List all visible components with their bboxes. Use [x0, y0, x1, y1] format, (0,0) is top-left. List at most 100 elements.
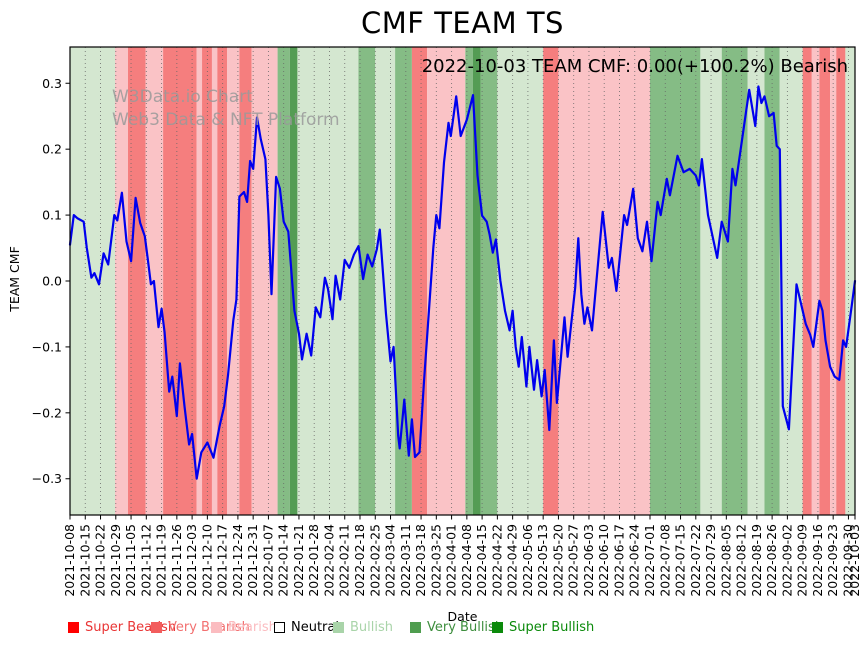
legend-swatch [274, 622, 285, 633]
sentiment-band-super_bullish [289, 47, 298, 515]
x-tick-label: 2022-05-20 [550, 524, 565, 597]
x-tick-label: 2022-01-14 [276, 524, 291, 597]
x-tick-label: 2022-05-06 [520, 524, 535, 597]
cmf-line [68, 85, 857, 480]
sentiment-band-very_bullish [650, 47, 701, 515]
sentiment-band-bullish [845, 47, 855, 515]
y-tick-label: −0.1 [32, 339, 62, 354]
sentiment-band-very_bearish [836, 47, 846, 515]
legend-swatch [151, 622, 162, 633]
legend-label: Bearish [228, 620, 277, 635]
legend-swatch [68, 622, 79, 633]
sentiment-band-very_bearish [543, 47, 559, 515]
x-tick-label: 2022-09-30 [840, 524, 855, 597]
sentiment-legend: Super Bearish Very Bearish Bearish Neutral B… [0, 620, 867, 640]
sentiment-band-very_bullish [358, 47, 376, 515]
sentiment-band-very_bullish [465, 47, 473, 515]
legend-label: Bullish [350, 620, 394, 635]
x-tick-label: 2022-02-11 [337, 524, 352, 597]
sentiment-band-bearish [811, 47, 820, 515]
legend-swatch [333, 622, 344, 633]
x-tick-label: 2021-12-03 [184, 524, 199, 597]
x-tick-label: 2022-06-03 [581, 524, 596, 597]
x-tick-label: 2021-12-31 [245, 524, 260, 597]
sentiment-band-bullish [297, 47, 359, 515]
sentiment-band-very_bearish [128, 47, 146, 515]
x-tick-label: 2022-07-29 [703, 524, 718, 597]
legend-label: Very Bearish [168, 620, 250, 635]
watermark-line-2: Web3 Data & NFT Platform [112, 110, 340, 130]
x-tick-label: 2021-10-08 [62, 524, 77, 597]
x-tick-label: 2022-05-13 [535, 524, 550, 597]
x-tick-label: 2022-04-08 [459, 524, 474, 597]
sentiment-band-bearish [196, 47, 203, 515]
x-tick-label: 2021-11-26 [169, 524, 184, 597]
plot-frame [69, 46, 856, 516]
x-tick-label: 2022-09-16 [810, 524, 825, 597]
sentiment-band-very_bullish [721, 47, 748, 515]
sentiment-band-very_bearish [239, 47, 252, 515]
sentiment-band-very_bullish [395, 47, 412, 515]
chart-title: CMF TEAM TS [361, 6, 564, 40]
legend-label: Neutral [291, 620, 339, 635]
x-tick-label: 2021-12-17 [215, 524, 230, 597]
x-tick-label: 2022-04-22 [489, 524, 504, 597]
legend-label: Super Bullish [509, 620, 595, 635]
x-tick-label: 2022-01-07 [260, 524, 275, 597]
x-tick-label: 2022-06-24 [627, 524, 642, 597]
x-tick-label: 2022-04-01 [444, 524, 459, 597]
y-tick-label: −0.2 [32, 405, 62, 420]
watermark: W3Data.io Chart Web3 Data & NFT Platform [112, 86, 340, 132]
x-tick-label: 2022-04-15 [474, 524, 489, 597]
x-tick-label: 2021-12-10 [199, 524, 214, 597]
y-axis-label: TEAM CMF [7, 246, 22, 312]
sentiment-band-bullish [70, 47, 116, 515]
sentiment-band-bearish [558, 47, 651, 515]
x-tick-label: 2022-02-25 [367, 524, 382, 597]
legend-item-very-bullish: Very Bullish [410, 620, 503, 635]
x-tick-label: 2022-01-21 [291, 524, 306, 597]
y-tick-label: 0.2 [42, 142, 62, 157]
x-tick-label: 2022-08-19 [749, 524, 764, 597]
x-tick-label: 2022-10-03 [847, 524, 862, 597]
sentiment-band-bearish [115, 47, 129, 515]
x-tick-label: 2021-11-12 [138, 524, 153, 597]
x-tick-label: 2022-02-18 [352, 524, 367, 597]
x-tick-label: 2022-04-29 [505, 524, 520, 597]
legend-label: Very Bullish [427, 620, 504, 635]
sentiment-band-very_bearish [202, 47, 212, 515]
x-tick-label: 2022-02-04 [321, 524, 336, 597]
x-tick-label: 2022-06-17 [611, 524, 626, 597]
x-tick-label: 2022-05-27 [566, 524, 581, 597]
x-tick-label: 2022-03-25 [428, 524, 443, 597]
x-tick-label: 2022-09-23 [825, 524, 840, 597]
sentiment-band-bullish [747, 47, 765, 515]
x-tick-label: 2022-03-04 [383, 524, 398, 597]
x-tick-label: 2022-03-18 [413, 524, 428, 597]
x-tick-label: 2021-12-24 [230, 524, 245, 597]
legend-swatch [211, 622, 222, 633]
x-tick-label: 2021-10-29 [108, 524, 123, 597]
x-tick-label: 2022-08-05 [718, 524, 733, 597]
watermark-line-1: W3Data.io Chart [112, 87, 253, 107]
x-tick-label: 2022-01-28 [306, 524, 321, 597]
legend-item-neutral: Neutral [274, 620, 339, 635]
sentiment-band-very_bullish [764, 47, 780, 515]
legend-item-bullish: Bullish [333, 620, 393, 635]
x-tick-label: 2022-07-15 [673, 524, 688, 597]
sentiment-band-bullish [375, 47, 396, 515]
x-tick-label: 2021-10-15 [77, 524, 92, 597]
x-tick-label: 2022-07-22 [688, 524, 703, 597]
sentiment-band-bearish [830, 47, 837, 515]
x-tick-label: 2022-08-26 [764, 524, 779, 597]
x-tick-label: 2021-10-22 [93, 524, 108, 597]
y-tick-label: 0.0 [42, 274, 62, 289]
sentiment-band-very_bearish [802, 47, 812, 515]
legend-swatch [492, 622, 503, 633]
latest-value-annotation: 2022-10-03 TEAM CMF: 0.00(+100.2%) Beari… [421, 56, 848, 77]
x-tick-label: 2022-06-10 [596, 524, 611, 597]
x-tick-label: 2022-09-02 [779, 524, 794, 597]
x-tick-label: 2022-07-01 [642, 524, 657, 597]
sentiment-band-very_bearish [819, 47, 831, 515]
